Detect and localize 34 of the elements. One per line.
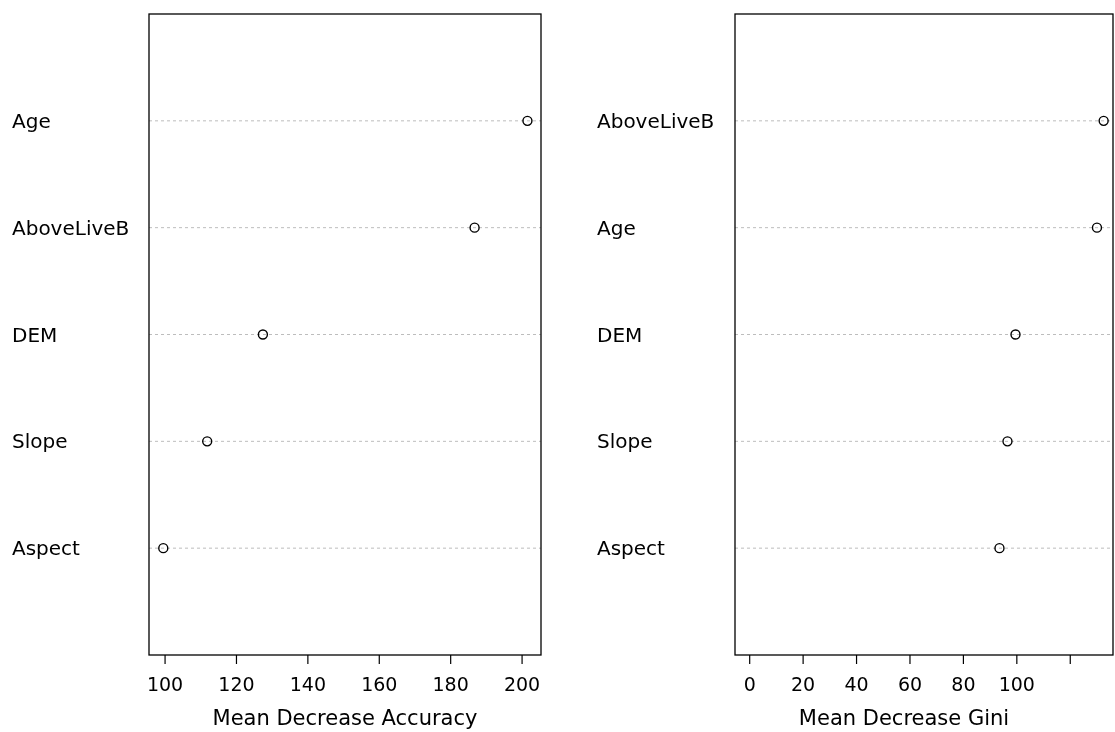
point bbox=[469, 222, 480, 233]
y-tick-label: AboveLiveB bbox=[12, 215, 130, 240]
x-tick-label: 200 bbox=[503, 673, 541, 695]
x-tick-label: 100 bbox=[998, 673, 1035, 695]
point bbox=[1002, 436, 1013, 447]
x-tick-label: 40 bbox=[844, 673, 869, 695]
y-tick-label: DEM bbox=[12, 322, 58, 347]
x-tick-label: 80 bbox=[951, 673, 976, 695]
y-tick-label: AboveLiveB bbox=[597, 108, 715, 133]
point bbox=[1010, 329, 1021, 340]
point bbox=[1098, 115, 1109, 127]
x-tick-label: 140 bbox=[289, 673, 326, 695]
x-axis-title: Mean Decrease Gini bbox=[798, 706, 1010, 730]
y-tick-label: Aspect bbox=[12, 536, 81, 561]
y-tick-label: Slope bbox=[597, 429, 653, 454]
point bbox=[1091, 222, 1103, 233]
x-tick-label: 60 bbox=[897, 673, 923, 695]
y-tick-label: Age bbox=[12, 108, 51, 133]
x-tick-label: 20 bbox=[791, 673, 816, 695]
point bbox=[201, 436, 213, 447]
x-tick-label: 120 bbox=[218, 673, 255, 695]
point bbox=[522, 115, 533, 127]
point bbox=[158, 542, 169, 554]
x-tick-label: 100 bbox=[146, 673, 184, 695]
x-tick-label: 180 bbox=[432, 673, 469, 695]
point bbox=[257, 329, 269, 340]
x-tick-label: 0 bbox=[743, 673, 756, 695]
y-tick-label: DEM bbox=[597, 322, 643, 347]
y-tick-label: Age bbox=[597, 215, 636, 240]
point bbox=[994, 542, 1005, 554]
x-axis-title: Mean Decrease Accuracy bbox=[212, 706, 478, 730]
x-tick-label: 160 bbox=[361, 673, 398, 695]
y-tick-label: Slope bbox=[12, 429, 68, 454]
y-tick-label: Aspect bbox=[597, 536, 666, 561]
